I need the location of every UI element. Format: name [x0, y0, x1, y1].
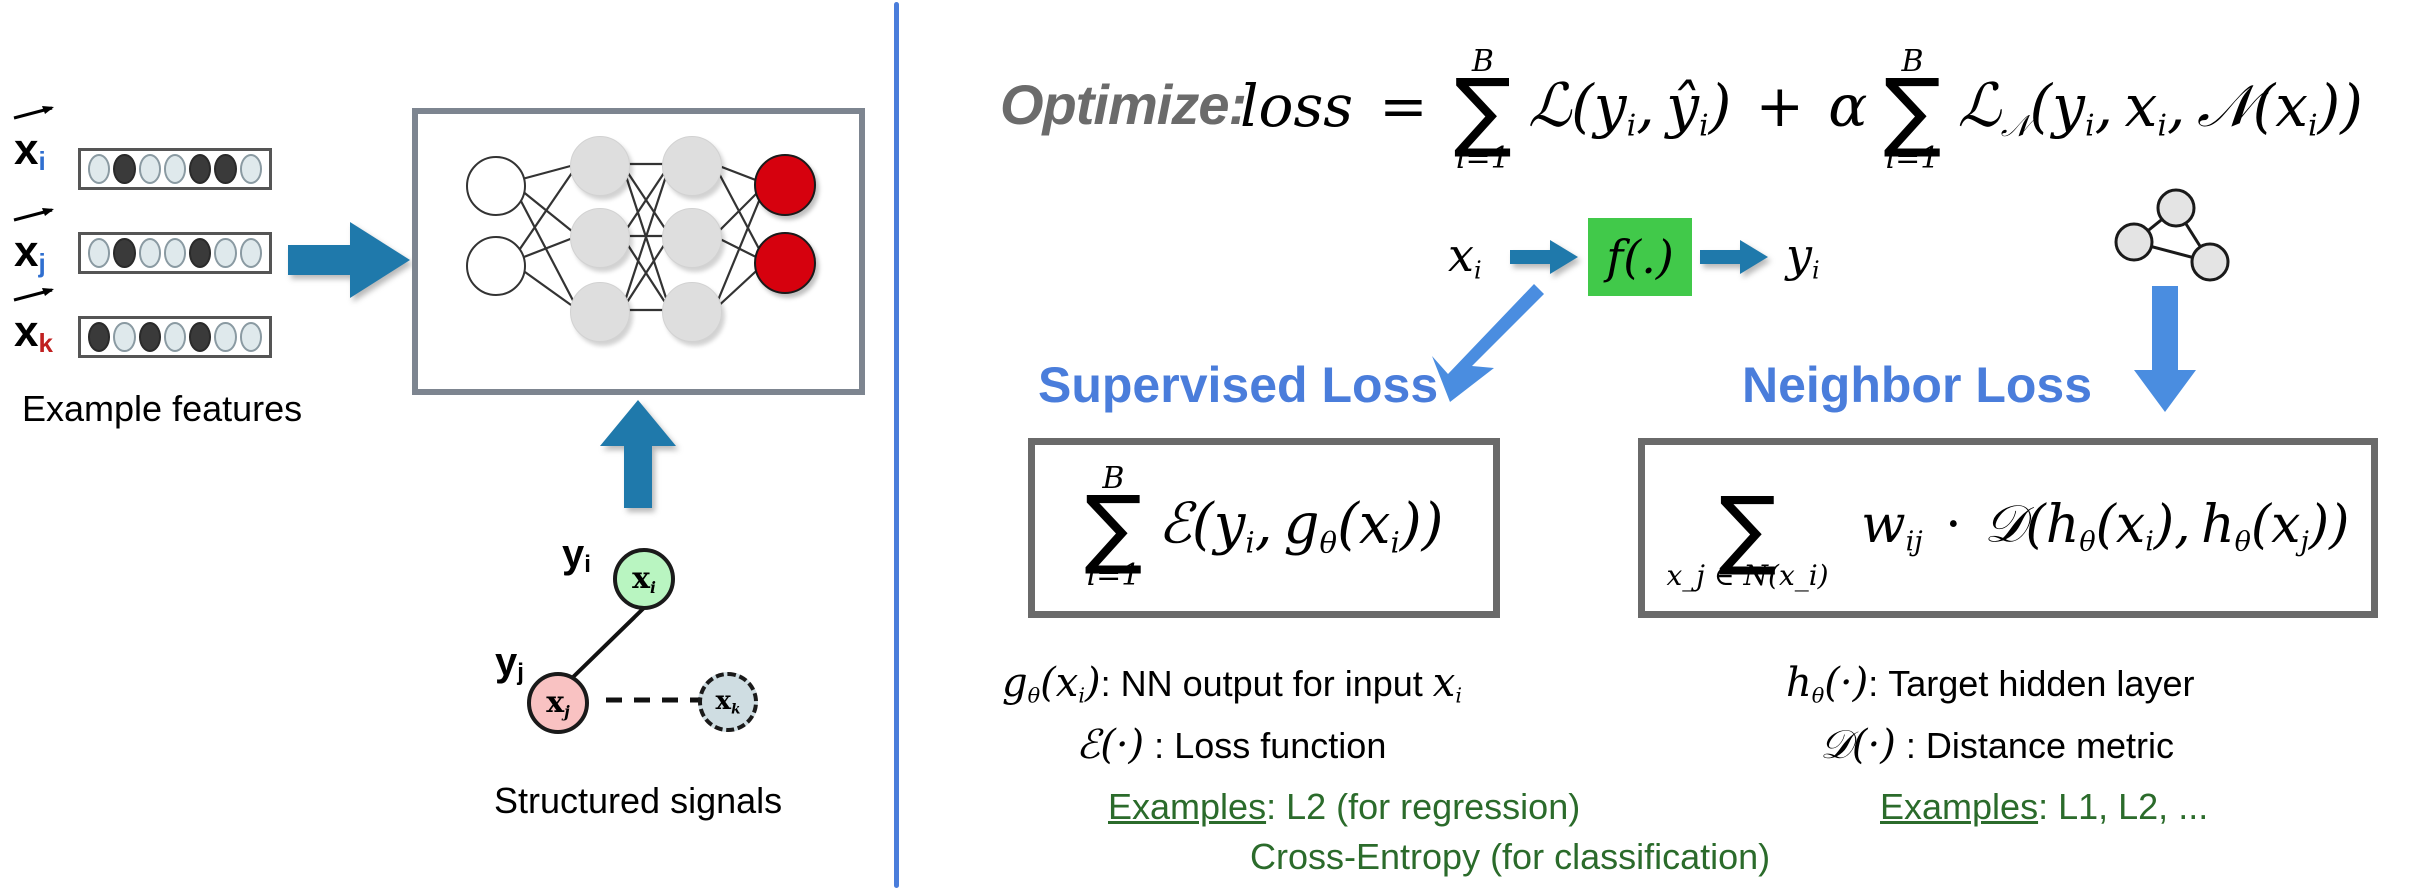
- nn-output-node-2: [754, 232, 816, 294]
- neighbor-legend-line-2: 𝒟(·) : Distance metric: [1820, 722, 2174, 768]
- feature-dot: [189, 238, 212, 268]
- nn-output-node-1: [754, 154, 816, 216]
- feature-dot: [239, 238, 262, 268]
- supervised-loss-arrow-icon: [1432, 284, 1544, 402]
- nn-input-node-1: [466, 156, 526, 216]
- feature-vector-label-j: xj: [13, 208, 54, 278]
- input-to-network-arrow-icon: [288, 222, 410, 298]
- supervised-loss-equation: B ∑ i=1 ℰ(yi, gθ(xi)): [1084, 461, 1444, 594]
- edge-xi-xj: [566, 600, 652, 684]
- feature-dot: [88, 154, 111, 184]
- transform-function-box: f(.): [1588, 218, 1692, 296]
- neighbor-legend-line-1: hθ(·): Target hidden layer: [1786, 660, 2195, 708]
- neighbor-loss-box: ∑ x_j ∈ N(x_i) wij · 𝒟(hθ(xi), hθ(xj)): [1638, 438, 2378, 618]
- neighbor-examples-line-1: Examples: L1, L2, ...: [1880, 786, 2209, 827]
- supervised-legend-line-1: gθ(xi): NN output for input xi: [1002, 660, 1463, 708]
- feature-dot: [163, 154, 187, 184]
- neighborhood-graph-icon: [2114, 188, 2230, 282]
- summation-2: B ∑ i=1: [1883, 44, 1942, 177]
- summation-1: B ∑ i=1: [1453, 44, 1512, 177]
- nn-hidden2-node-1: [662, 136, 722, 196]
- flow-arrow-in-icon: [1510, 240, 1578, 274]
- signals-to-network-arrow-icon: [600, 400, 676, 508]
- neighbor-loss-arrow-icon: [2134, 286, 2196, 412]
- main-loss-equation: loss = B ∑ i=1 ℒ(yi, ŷi) + α B ∑ i=1 ℒ𝒩(…: [1240, 44, 2363, 177]
- graph-node-xj: xj: [527, 672, 589, 734]
- supervised-examples-line-2: Cross-Entropy (for classification): [1250, 836, 1771, 877]
- feature-dot: [239, 322, 262, 352]
- optimize-label: Optimize:: [1000, 73, 1247, 136]
- feature-dot: [113, 238, 136, 268]
- neighbor-loss-equation: ∑ x_j ∈ N(x_i) wij · 𝒟(hθ(xi), hθ(xj)): [1666, 478, 2350, 593]
- neighbor-loss-heading: Neighbor Loss: [1742, 357, 2093, 413]
- feature-dot: [88, 238, 111, 268]
- subscript-k: k: [38, 328, 53, 358]
- vector-arrow-icon: [13, 288, 54, 302]
- nn-hidden2-node-3: [662, 282, 722, 342]
- feature-dot: [189, 322, 212, 352]
- vector-arrow-icon: [13, 106, 54, 120]
- feature-dot: [138, 322, 161, 352]
- supervised-examples-line-1: Examples: L2 (for regression): [1108, 786, 1581, 827]
- feature-vector-label-k: xk: [13, 288, 54, 358]
- feature-dot: [138, 238, 161, 268]
- example-features-caption: Example features: [22, 388, 303, 429]
- nn-hidden1-node-3: [570, 282, 630, 342]
- graph-label-yi: yi: [562, 532, 591, 578]
- nn-hidden1-node-1: [570, 136, 630, 196]
- graph-node-xk: xk: [698, 672, 758, 732]
- nn-hidden2-node-2: [662, 208, 722, 268]
- graph-node-xi: xi: [613, 548, 675, 610]
- feature-dot: [214, 154, 237, 184]
- feature-vector-label-i: xi: [13, 106, 54, 176]
- feature-dot: [163, 322, 187, 352]
- feature-vector-row-k: [78, 316, 272, 358]
- feature-dot: [189, 154, 212, 184]
- feature-dot: [113, 322, 136, 352]
- feature-dot: [88, 322, 111, 352]
- feature-dot: [113, 154, 136, 184]
- structured-signals-caption: Structured signals: [494, 780, 783, 821]
- feature-vector-row-j: [78, 232, 272, 274]
- supervised-loss-box: B ∑ i=1 ℰ(yi, gθ(xi)): [1028, 438, 1500, 618]
- nn-input-node-2: [466, 236, 526, 296]
- fbox-label: f(.): [1606, 230, 1674, 284]
- feature-dot: [214, 322, 237, 352]
- subscript-j: j: [38, 248, 46, 278]
- panel-divider: [894, 2, 899, 888]
- supervised-loss-heading: Supervised Loss: [1038, 357, 1439, 413]
- neural-network-box: [412, 108, 865, 395]
- feature-dot: [214, 238, 237, 268]
- feature-dot: [239, 154, 262, 184]
- subscript-i: i: [38, 146, 46, 176]
- graph-label-yj: yj: [495, 640, 524, 686]
- flow-arrow-out-icon: [1700, 240, 1768, 274]
- feature-dot: [138, 154, 161, 184]
- structured-signals-edges: [566, 600, 728, 703]
- feature-dot: [163, 238, 187, 268]
- supervised-legend-line-2: ℰ(·) : Loss function: [1076, 722, 1387, 768]
- flow-input-label: xi: [1448, 228, 1482, 285]
- feature-vector-row-i: [78, 148, 272, 190]
- vector-arrow-icon: [13, 208, 54, 222]
- nn-hidden1-node-2: [570, 208, 630, 268]
- flow-output-label: yi: [1786, 228, 1820, 285]
